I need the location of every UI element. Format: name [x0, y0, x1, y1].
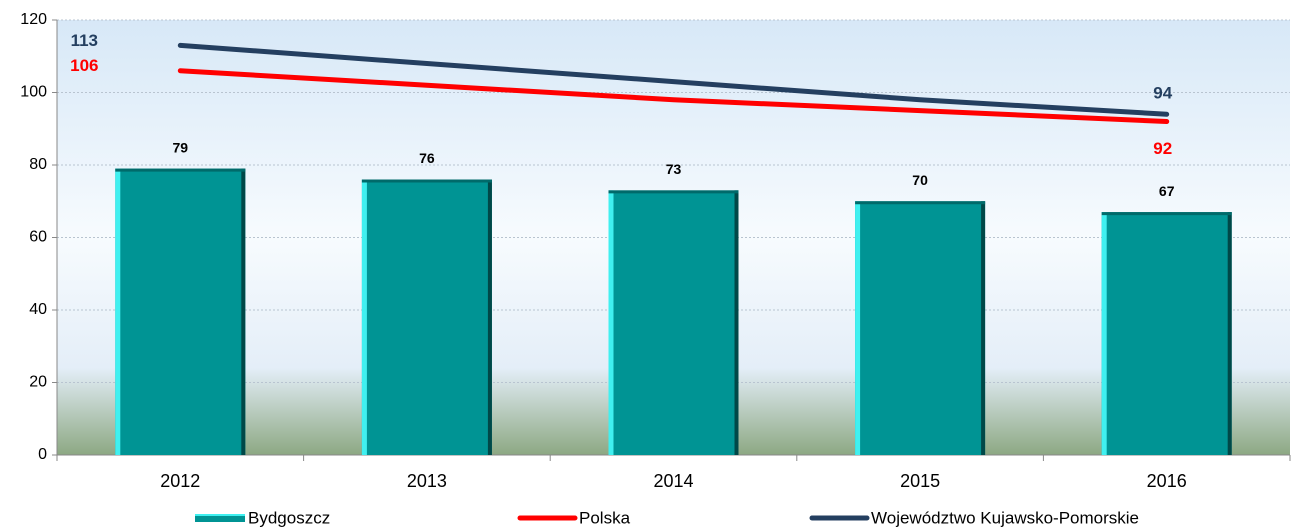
legend-label: Polska	[579, 508, 631, 527]
data-label: 70	[912, 172, 928, 188]
legend-label: Bydgoszcz	[248, 508, 330, 527]
x-tick-label: 2016	[1147, 471, 1187, 491]
y-tick-label: 60	[29, 229, 47, 246]
data-label: 76	[419, 150, 435, 166]
bar-highlight	[1101, 212, 1107, 455]
data-label: 67	[1159, 183, 1175, 199]
x-tick-label: 2014	[653, 471, 693, 491]
y-tick-label: 40	[29, 301, 47, 318]
bar-top	[115, 168, 246, 172]
data-label: 79	[173, 139, 189, 155]
x-tick-label: 2013	[407, 471, 447, 491]
bar	[608, 190, 739, 455]
bar-top	[608, 190, 739, 194]
data-label: 92	[1153, 139, 1172, 158]
bar-top	[1101, 212, 1232, 216]
bar	[1101, 212, 1232, 455]
bar-shadow	[487, 179, 492, 455]
bar-highlight	[361, 179, 367, 455]
data-label: 94	[1153, 84, 1172, 103]
bar	[361, 179, 492, 455]
bar-shadow	[1227, 212, 1232, 455]
bar	[855, 201, 986, 455]
bar-highlight	[608, 190, 614, 455]
y-tick-label: 120	[20, 11, 47, 28]
legend-label: Województwo Kujawsko-Pomorskie	[871, 508, 1139, 527]
legend-swatch-hl	[195, 514, 245, 516]
data-label: 73	[666, 161, 682, 177]
bar-highlight	[855, 201, 861, 455]
bar-top	[855, 201, 986, 205]
x-tick-label: 2012	[160, 471, 200, 491]
y-tick-label: 0	[38, 446, 47, 463]
bar-shadow	[734, 190, 739, 455]
line	[177, 68, 1170, 124]
data-label: 113	[71, 31, 98, 50]
bar	[115, 168, 246, 455]
y-tick-label: 20	[29, 374, 47, 391]
bar-shadow	[241, 168, 246, 455]
bar-shadow	[981, 201, 986, 455]
data-label: 106	[70, 56, 98, 75]
x-tick-label: 2015	[900, 471, 940, 491]
bar-top	[361, 179, 492, 183]
legend-swatch	[195, 514, 245, 522]
y-tick-label: 80	[29, 156, 47, 173]
y-tick-label: 100	[20, 84, 47, 101]
line	[177, 42, 1170, 117]
bar-highlight	[115, 168, 121, 455]
